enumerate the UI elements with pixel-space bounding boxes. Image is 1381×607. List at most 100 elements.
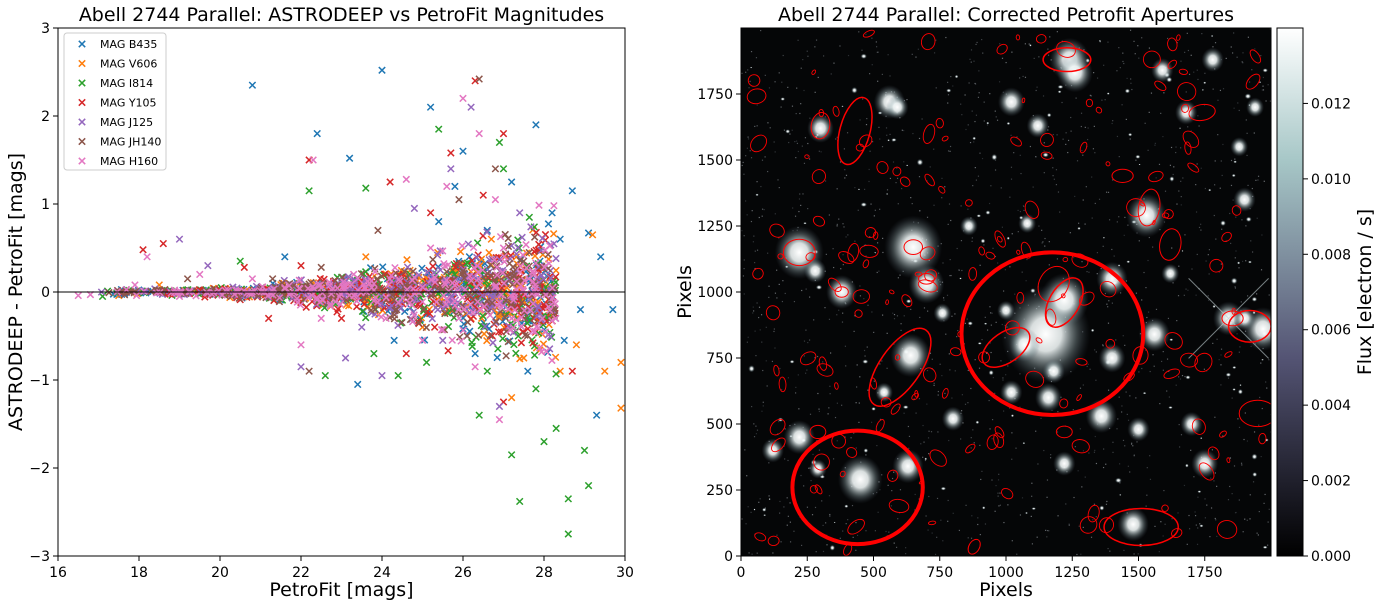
noise-pixel xyxy=(1193,476,1195,478)
data-point xyxy=(542,291,550,299)
faint-source xyxy=(913,330,916,332)
legend-label: MAG Y105 xyxy=(100,97,157,110)
noise-pixel xyxy=(944,186,946,188)
data-point xyxy=(422,323,431,332)
noise-pixel xyxy=(1082,199,1084,201)
data-point xyxy=(305,187,313,195)
data-point xyxy=(326,302,334,310)
noise-pixel xyxy=(928,495,930,498)
data-point xyxy=(531,284,539,292)
noise-pixel xyxy=(949,274,951,277)
aperture-ellipse xyxy=(894,354,901,361)
noise-pixel xyxy=(1014,293,1016,295)
data-point xyxy=(540,263,549,271)
data-point xyxy=(479,191,487,199)
noise-pixel xyxy=(967,208,969,210)
data-point xyxy=(302,303,310,311)
aperture-ellipse xyxy=(901,294,913,308)
noise-pixel xyxy=(842,530,844,532)
noise-pixel xyxy=(1197,496,1199,498)
noise-pixel xyxy=(832,458,835,460)
noise-pixel xyxy=(933,52,936,54)
legend-marker xyxy=(78,59,86,68)
noise-pixel xyxy=(756,125,758,127)
data-point xyxy=(426,103,435,111)
noise-pixel xyxy=(1175,151,1177,154)
noise-pixel xyxy=(1122,335,1124,337)
noise-pixel xyxy=(889,177,892,180)
data-point xyxy=(183,275,192,283)
data-point xyxy=(439,336,447,345)
noise-pixel xyxy=(1019,514,1022,516)
noise-pixel xyxy=(917,48,919,50)
noise-pixel xyxy=(1081,261,1083,263)
noise-pixel xyxy=(901,129,903,131)
data-point xyxy=(532,385,540,393)
data-point xyxy=(382,314,390,323)
aperture-ellipse xyxy=(924,173,935,187)
noise-pixel xyxy=(928,430,930,432)
noise-pixel xyxy=(1190,54,1192,56)
noise-pixel xyxy=(1103,64,1105,66)
aperture-ellipse xyxy=(1035,337,1043,344)
data-point xyxy=(443,182,451,191)
noise-pixel xyxy=(988,202,991,205)
faint-source xyxy=(954,74,959,79)
noise-pixel xyxy=(960,240,963,242)
noise-pixel xyxy=(1187,126,1189,128)
noise-pixel xyxy=(1131,442,1133,444)
noise-pixel xyxy=(903,412,905,414)
noise-pixel xyxy=(946,294,949,296)
noise-pixel xyxy=(1059,211,1061,213)
noise-pixel xyxy=(998,81,1001,83)
noise-pixel xyxy=(892,312,894,314)
noise-pixel xyxy=(882,237,884,239)
noise-pixel xyxy=(897,277,899,279)
faint-source xyxy=(1237,389,1243,395)
noise-pixel xyxy=(1247,36,1249,38)
noise-pixel xyxy=(997,492,999,494)
noise-pixel xyxy=(1170,146,1173,149)
noise-pixel xyxy=(814,506,817,509)
noise-pixel xyxy=(876,271,878,274)
aperture-ellipse xyxy=(888,498,910,514)
data-point xyxy=(572,341,581,349)
data-point xyxy=(447,149,455,157)
aperture-ellipse xyxy=(859,244,879,258)
noise-pixel xyxy=(844,436,846,438)
noise-pixel xyxy=(1081,149,1083,152)
noise-pixel xyxy=(1225,57,1227,60)
faint-source xyxy=(1212,304,1216,309)
noise-pixel xyxy=(839,537,841,539)
aperture-ellipse xyxy=(773,364,780,377)
noise-pixel xyxy=(1231,493,1233,495)
aperture-ellipse xyxy=(1249,49,1262,64)
noise-pixel xyxy=(1234,287,1237,289)
noise-pixel xyxy=(1112,451,1114,453)
noise-pixel xyxy=(1055,169,1058,171)
aperture-ellipse xyxy=(1226,457,1231,464)
data-point xyxy=(418,336,427,345)
noise-pixel xyxy=(765,326,767,328)
noise-pixel xyxy=(1092,519,1094,521)
noise-pixel xyxy=(1230,159,1233,162)
noise-pixel xyxy=(1092,148,1095,150)
aperture-ellipse xyxy=(1095,106,1103,114)
aperture-ellipse xyxy=(847,518,865,535)
noise-pixel xyxy=(1129,471,1131,473)
noise-pixel xyxy=(786,524,788,526)
data-point xyxy=(440,259,448,268)
faint-source xyxy=(986,121,990,125)
noise-pixel xyxy=(1256,217,1258,219)
noise-pixel xyxy=(743,259,745,261)
bright-source xyxy=(933,303,952,323)
noise-pixel xyxy=(753,436,756,438)
noise-pixel xyxy=(1261,89,1263,91)
data-point xyxy=(175,292,184,301)
data-point xyxy=(175,235,184,243)
petrofit-aperture xyxy=(1159,228,1182,261)
data-point xyxy=(451,301,459,310)
noise-pixel xyxy=(870,421,873,423)
data-point xyxy=(495,415,504,424)
noise-pixel xyxy=(803,355,805,357)
